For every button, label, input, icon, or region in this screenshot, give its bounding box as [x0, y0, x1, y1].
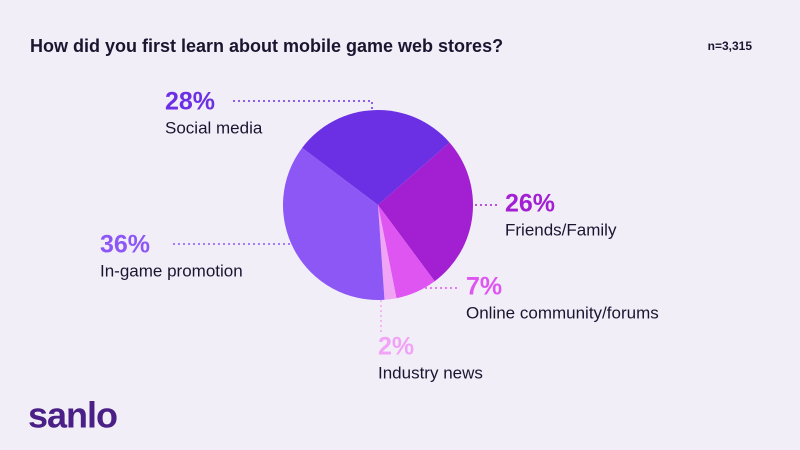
pie-slice: [378, 205, 397, 300]
pie-slice: [283, 147, 385, 301]
value-label: 36%: [100, 231, 150, 259]
value-label: 7%: [466, 273, 502, 301]
category-label: In-game promotion: [100, 261, 243, 280]
sample-note: n=3,315: [708, 39, 753, 53]
value-label: 2%: [378, 333, 414, 361]
category-label: Friends/Family: [505, 220, 617, 239]
category-label: Industry news: [378, 363, 483, 382]
category-label: Social media: [165, 118, 263, 137]
logo: sanlo: [28, 395, 117, 436]
leader-line: [233, 100, 373, 116]
chart-title: How did you first learn about mobile gam…: [30, 36, 503, 56]
category-label: Online community/forums: [466, 303, 659, 322]
pie-slice: [302, 109, 450, 205]
pie-slice: [378, 205, 435, 299]
value-label: 28%: [165, 88, 215, 116]
value-label: 26%: [505, 190, 555, 218]
pie-slice: [378, 142, 473, 282]
